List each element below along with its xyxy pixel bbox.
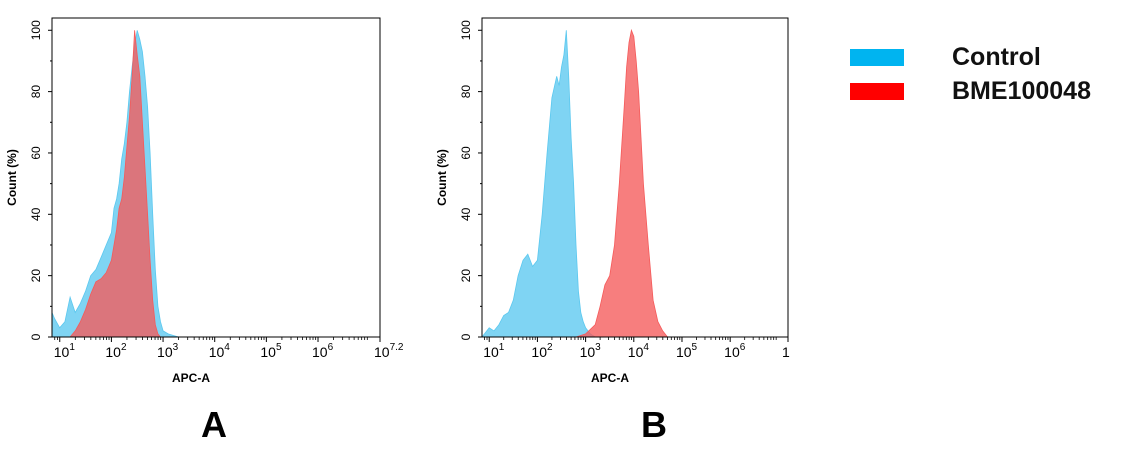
panel-label-b: B — [641, 404, 667, 445]
x-tick-label: 104 — [209, 342, 231, 360]
y-tick-label: 40 — [459, 207, 473, 221]
plot-frame — [51, 17, 381, 338]
plot-frame — [481, 17, 789, 338]
y-axis-label: Count (%) — [5, 149, 19, 206]
y-tick-label: 60 — [459, 146, 473, 160]
y-tick-label: 100 — [29, 20, 43, 40]
legend: Control BME100048 — [850, 40, 1091, 108]
x-tick-label: 105 — [676, 342, 698, 360]
x-tick-label: 107.2 — [374, 342, 404, 360]
y-tick-label: 80 — [29, 85, 43, 99]
x-tick-label: 103 — [157, 342, 179, 360]
x-tick-label: 102 — [531, 342, 553, 360]
legend-item-control: Control — [850, 40, 1091, 74]
x-tick-label: 106 — [724, 342, 746, 360]
x-tick-label: 104 — [628, 342, 650, 360]
legend-label-control: Control — [952, 42, 1041, 71]
y-tick-label: 0 — [459, 333, 473, 340]
y-tick-label: 40 — [29, 207, 43, 221]
x-tick-label: 103 — [580, 342, 602, 360]
legend-label-bme100048: BME100048 — [952, 76, 1091, 105]
series-area-bme100048 — [52, 30, 380, 338]
legend-item-bme100048: BME100048 — [850, 74, 1091, 108]
panel-label-a: A — [201, 404, 227, 445]
legend-swatch-control — [850, 48, 904, 66]
x-axis-label: APC-A — [591, 371, 629, 385]
x-tick-label: 102 — [105, 342, 127, 360]
y-tick-label: 20 — [29, 269, 43, 283]
chart-panel-b: 0 20 40 60 80 100 101 102 103 104 105 106 107.2 APC-A… — [435, 17, 790, 385]
y-tick-label: 60 — [29, 146, 43, 160]
x-tick-label: 101 — [54, 342, 76, 360]
y-tick-label: 100 — [459, 20, 473, 40]
x-axis-label: APC-A — [172, 371, 210, 385]
legend-swatch-bme100048 — [850, 82, 904, 100]
series-area-bme100048 — [482, 28, 788, 338]
x-tick-label: 107.2 — [782, 342, 790, 360]
x-tick-label: 106 — [312, 342, 334, 360]
x-tick-label: 105 — [260, 342, 282, 360]
y-tick-label: 0 — [29, 333, 43, 340]
y-axis-label: Count (%) — [435, 149, 449, 206]
flow-cytometry-figure: 0 20 40 60 80 100 101 102 103 104 105 106 107.2 APC-A… — [5, 17, 790, 385]
y-tick-label: 80 — [459, 85, 473, 99]
chart-panel-a: 0 20 40 60 80 100 101 102 103 104 105 106 107.2 APC-A… — [5, 17, 404, 385]
y-tick-label: 20 — [459, 269, 473, 283]
x-tick-label: 101 — [483, 342, 505, 360]
